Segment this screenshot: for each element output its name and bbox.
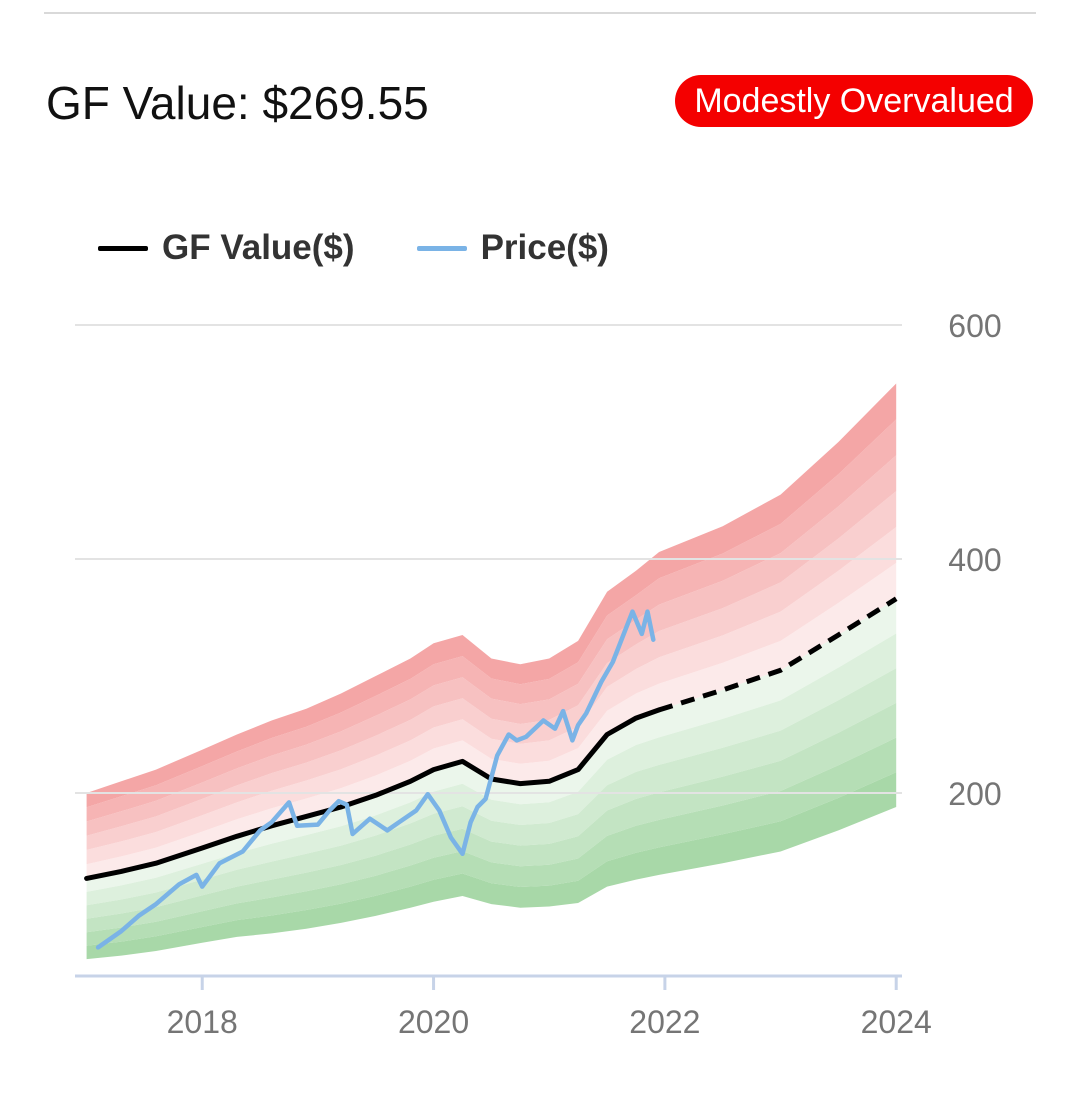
valuation-status-badge: Modestly Overvalued xyxy=(675,75,1033,127)
x-tick-label: 2022 xyxy=(629,1004,700,1040)
gf-value-swatch-icon xyxy=(98,245,148,251)
y-tick-label: 400 xyxy=(948,542,1001,578)
y-tick-label: 200 xyxy=(948,776,1001,812)
x-tick-label: 2024 xyxy=(861,1004,932,1040)
overvalued-band-3 xyxy=(86,491,897,850)
chart-legend: GF Value($) Price($) xyxy=(98,228,671,268)
overvalued-band-4 xyxy=(86,455,897,836)
overvalued-band-6 xyxy=(86,383,897,808)
gf-value-estimate-line xyxy=(658,596,898,713)
price-line xyxy=(95,609,656,950)
gf-value-line xyxy=(84,707,662,881)
undervalued-band-5 xyxy=(86,737,897,946)
y-tick-label: 600 xyxy=(948,308,1001,344)
series-lines xyxy=(84,596,898,950)
overvalued-band-1 xyxy=(86,562,897,879)
overvalued-band-5 xyxy=(86,419,897,822)
overvalued-band-2 xyxy=(86,527,897,865)
x-tick-label: 2020 xyxy=(398,1004,469,1040)
undervalued-band-2 xyxy=(86,633,897,906)
price-swatch-icon xyxy=(416,245,467,251)
undervalued-band-1 xyxy=(86,598,897,892)
legend-item-gf-value[interactable]: GF Value($) xyxy=(98,228,355,268)
top-divider xyxy=(44,12,1036,14)
undervalued-band-4 xyxy=(86,702,897,933)
gf-value-heading: GF Value: $269.55 xyxy=(46,77,429,129)
legend-label-gf-value: GF Value($) xyxy=(162,228,355,267)
undervalued-band-6 xyxy=(86,772,897,960)
axes: 200 400 600 2018 2020 2022 2024 xyxy=(75,308,1002,1040)
legend-label-price: Price($) xyxy=(480,228,609,267)
x-tick-label: 2018 xyxy=(167,1004,238,1040)
legend-item-price[interactable]: Price($) xyxy=(416,228,609,268)
